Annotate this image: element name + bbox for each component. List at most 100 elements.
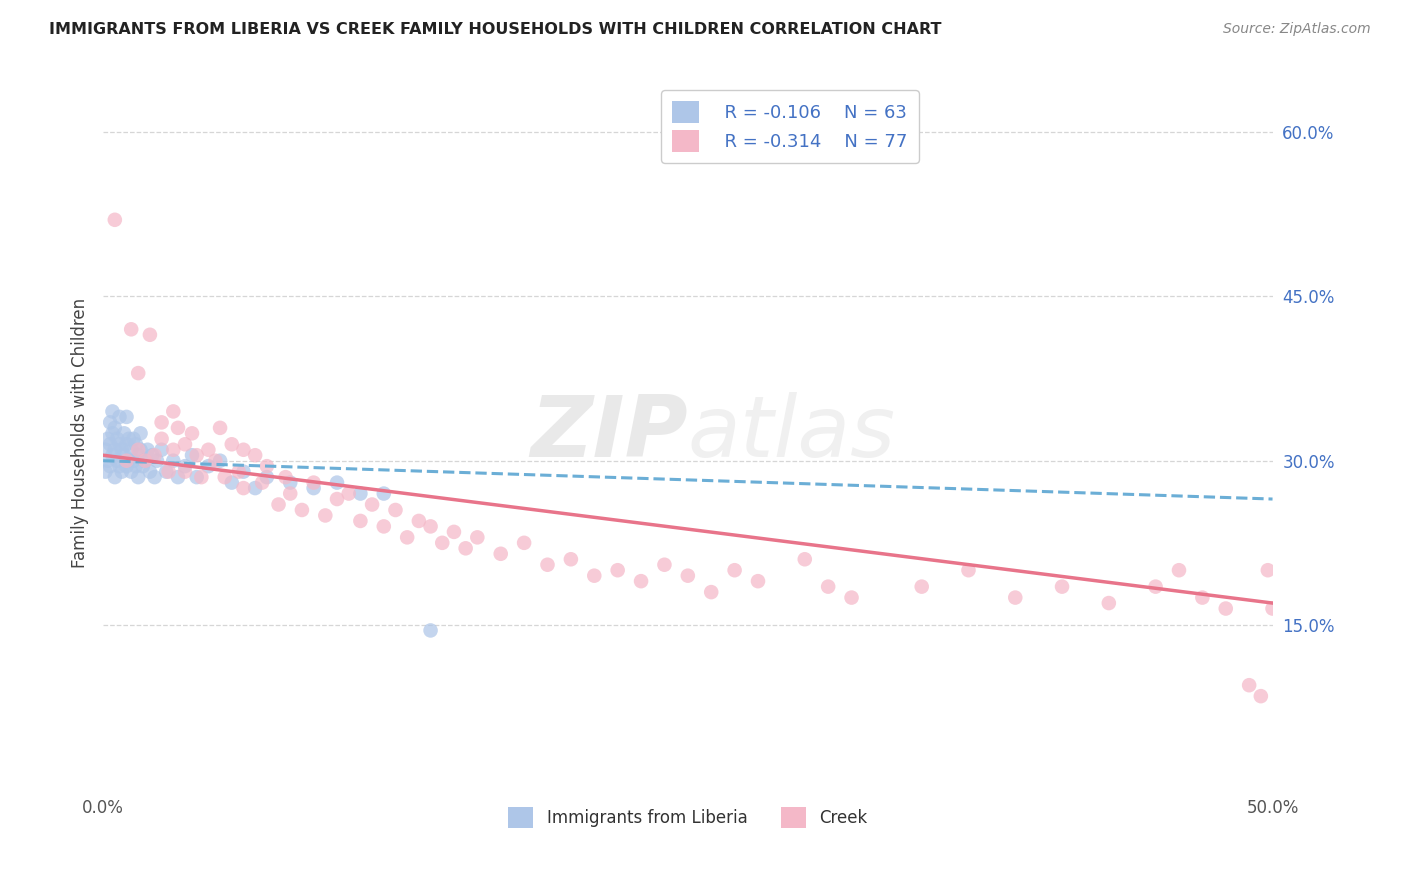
Point [723, 563, 745, 577]
Point [162, 442, 184, 457]
Point [150, 442, 173, 457]
Point [560, 552, 582, 566]
Point [104, 212, 127, 227]
Point [384, 503, 406, 517]
Point [115, 459, 138, 474]
Text: Source: ZipAtlas.com: Source: ZipAtlas.com [1223, 22, 1371, 37]
Point [419, 624, 441, 638]
Point [419, 519, 441, 533]
Point [606, 563, 628, 577]
Point [105, 453, 128, 467]
Point [583, 568, 606, 582]
Point [155, 465, 177, 479]
Point [97, 453, 120, 467]
Point [104, 470, 127, 484]
Text: atlas: atlas [688, 392, 896, 475]
Point [127, 448, 149, 462]
Point [432, 536, 454, 550]
Point [105, 432, 128, 446]
Point [326, 491, 349, 506]
Point [373, 486, 395, 500]
Point [98, 437, 121, 451]
Point [654, 558, 676, 572]
Point [190, 470, 212, 484]
Point [108, 409, 131, 424]
Point [841, 591, 863, 605]
Point [157, 465, 180, 479]
Point [174, 459, 197, 474]
Point [513, 536, 536, 550]
Point [120, 322, 142, 336]
Point [167, 470, 190, 484]
Point [1098, 596, 1121, 610]
Point [630, 574, 652, 589]
Point [1191, 591, 1213, 605]
Point [232, 481, 254, 495]
Point [146, 453, 169, 467]
Point [700, 585, 723, 599]
Point [127, 442, 149, 457]
Point [125, 437, 148, 451]
Point [134, 453, 156, 467]
Point [676, 568, 699, 582]
Point [489, 547, 512, 561]
Point [278, 475, 301, 490]
Point [108, 437, 131, 451]
Point [1050, 580, 1073, 594]
Point [111, 442, 134, 457]
Point [120, 465, 142, 479]
Point [129, 426, 152, 441]
Point [1215, 601, 1237, 615]
Point [112, 448, 135, 462]
Point [186, 470, 208, 484]
Point [1237, 678, 1260, 692]
Point [250, 475, 273, 490]
Point [349, 514, 371, 528]
Point [214, 470, 236, 484]
Point [150, 432, 173, 446]
Point [1004, 591, 1026, 605]
Legend: Immigrants from Liberia, Creek: Immigrants from Liberia, Creek [502, 801, 875, 834]
Point [221, 437, 243, 451]
Point [94, 442, 117, 457]
Point [101, 404, 124, 418]
Y-axis label: Family Households with Children: Family Households with Children [72, 298, 89, 568]
Point [1257, 563, 1279, 577]
Point [122, 432, 145, 446]
Point [104, 421, 127, 435]
Point [125, 459, 148, 474]
Point [111, 465, 134, 479]
Point [167, 421, 190, 435]
Point [256, 459, 278, 474]
Point [243, 448, 266, 462]
Point [115, 453, 138, 467]
Point [467, 530, 489, 544]
Point [118, 432, 141, 446]
Point [228, 465, 250, 479]
Point [104, 442, 127, 457]
Point [204, 453, 226, 467]
Point [139, 465, 162, 479]
Point [120, 442, 142, 457]
Point [274, 470, 297, 484]
Point [454, 541, 477, 556]
Point [186, 448, 208, 462]
Point [181, 426, 204, 441]
Point [1261, 601, 1284, 615]
Point [291, 503, 314, 517]
Point [221, 475, 243, 490]
Point [108, 459, 131, 474]
Point [115, 409, 138, 424]
Point [174, 437, 197, 451]
Point [97, 432, 120, 446]
Point [443, 524, 465, 539]
Point [911, 580, 934, 594]
Point [256, 470, 278, 484]
Point [129, 442, 152, 457]
Point [243, 481, 266, 495]
Text: IMMIGRANTS FROM LIBERIA VS CREEK FAMILY HOUSEHOLDS WITH CHILDREN CORRELATION CHA: IMMIGRANTS FROM LIBERIA VS CREEK FAMILY … [49, 22, 942, 37]
Point [197, 459, 219, 474]
Point [793, 552, 815, 566]
Point [957, 563, 980, 577]
Point [143, 470, 166, 484]
